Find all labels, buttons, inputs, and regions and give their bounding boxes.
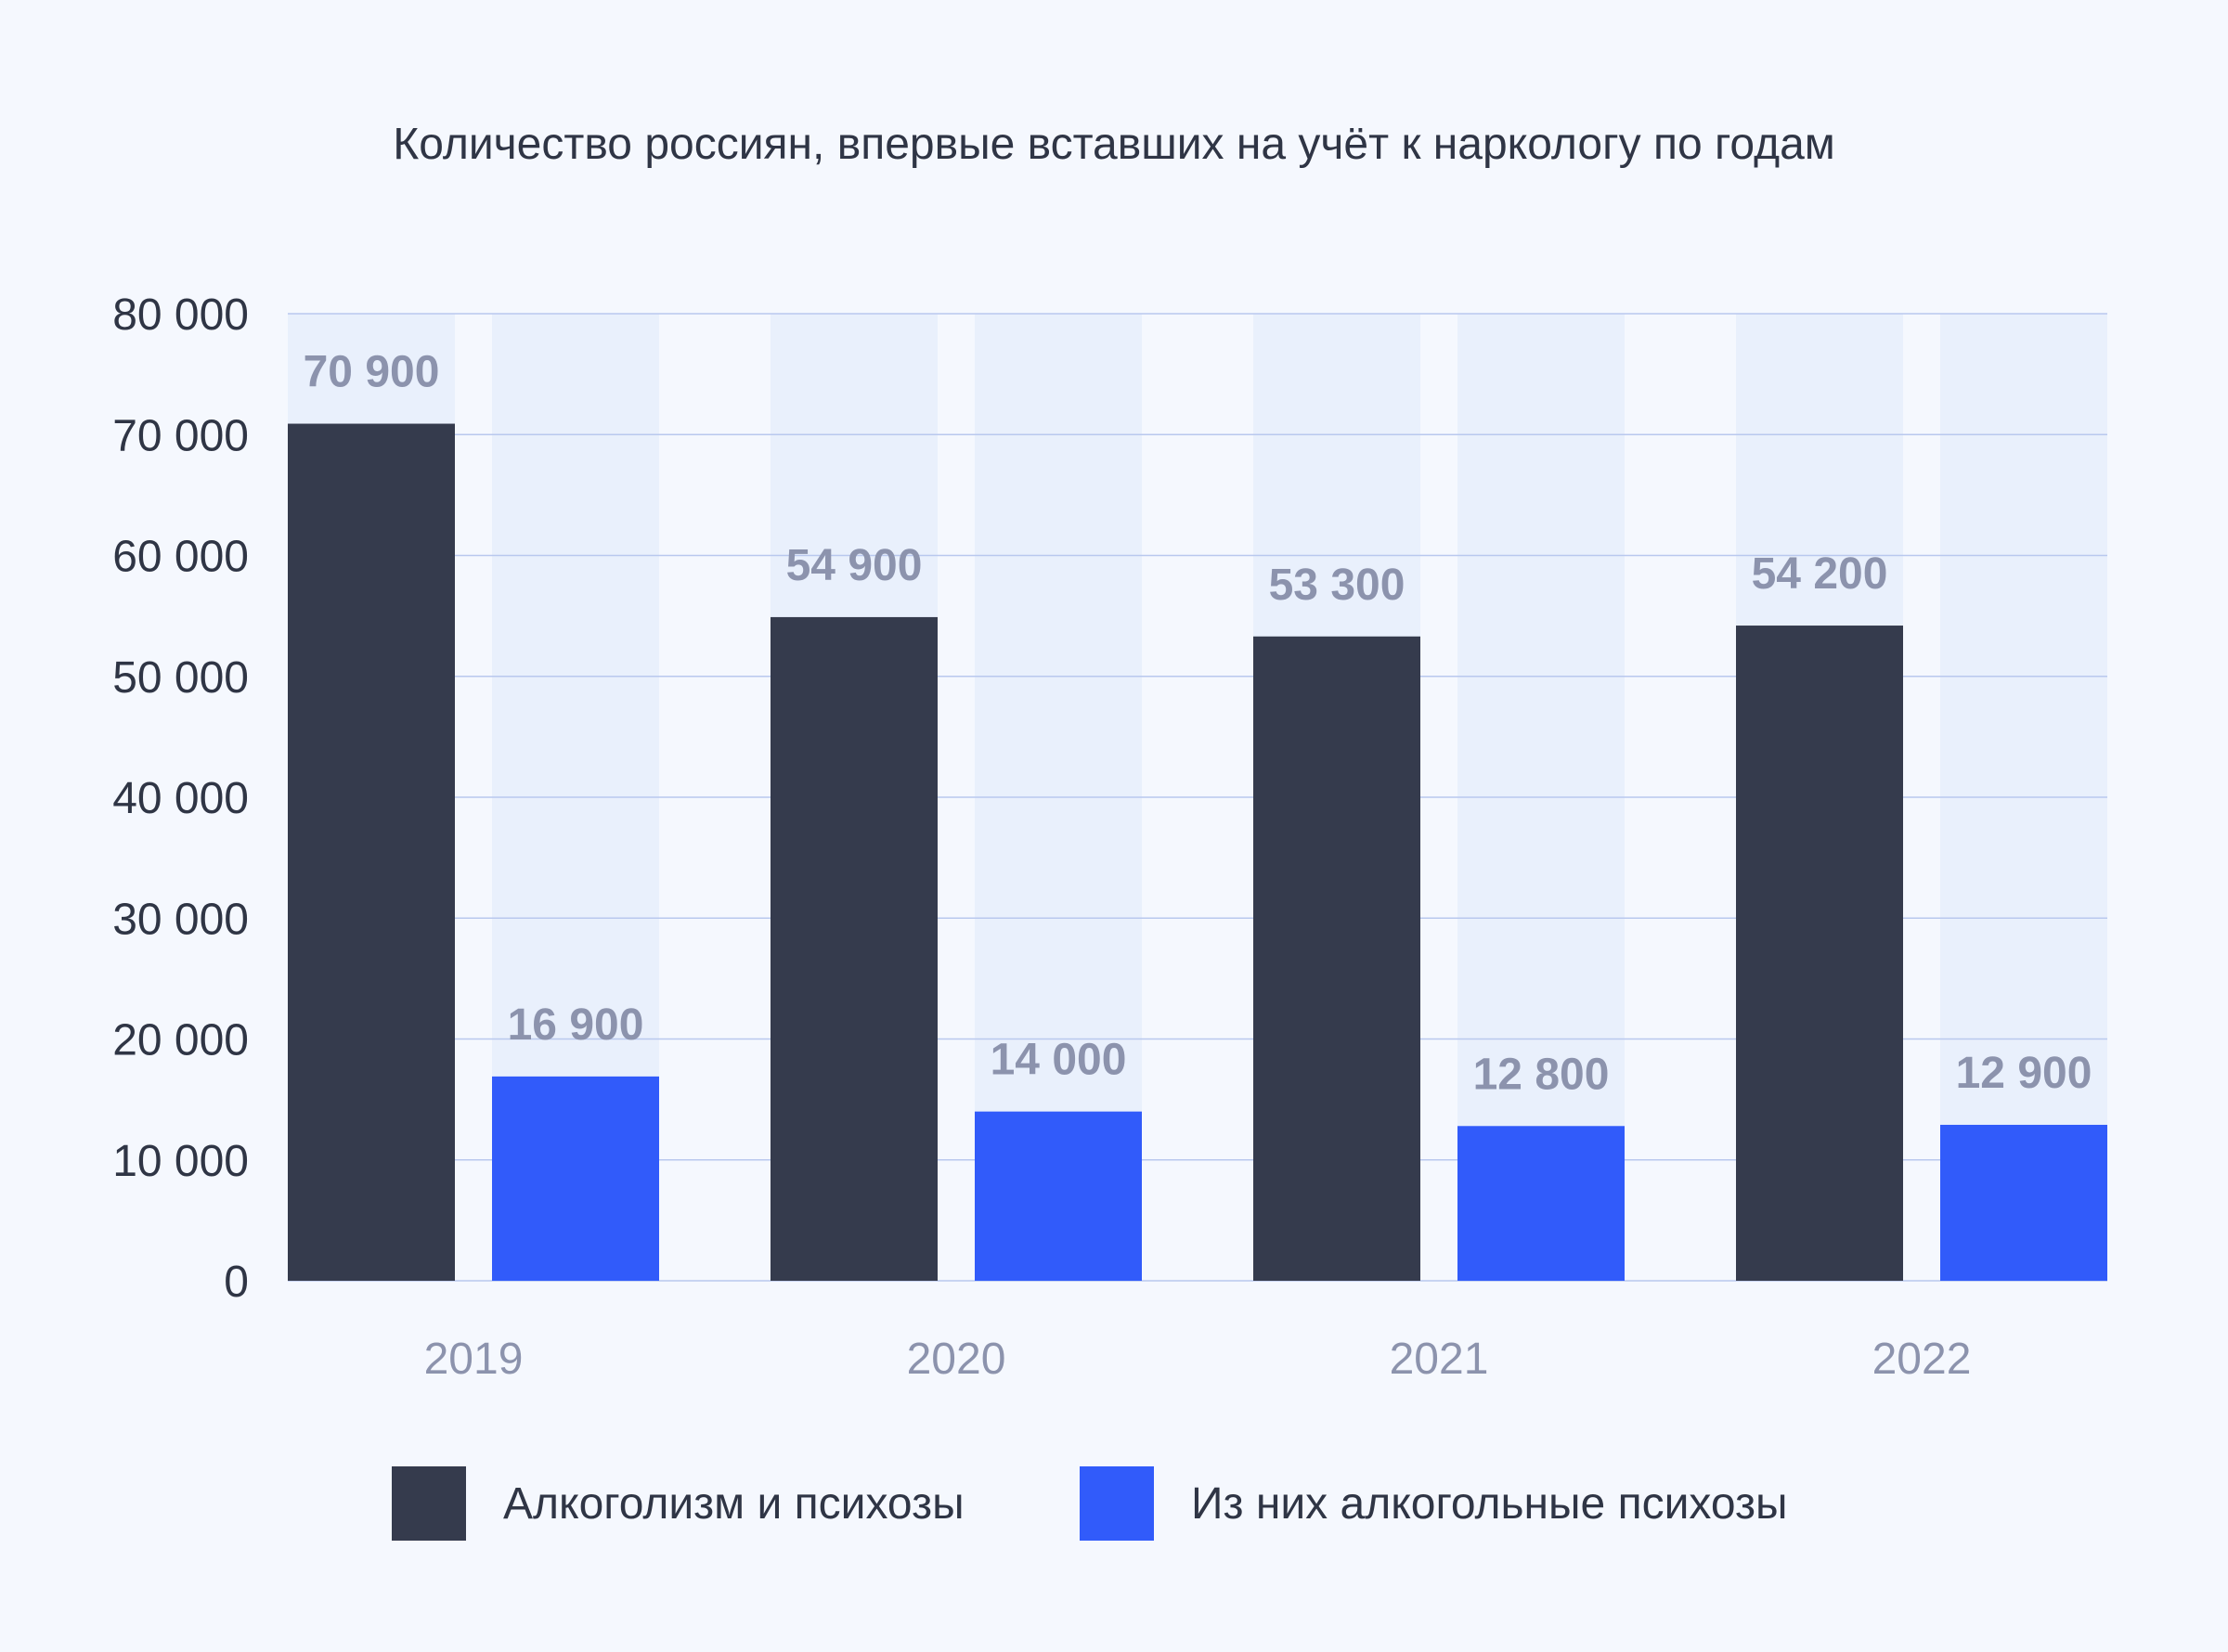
legend-swatch-series-2	[1080, 1466, 1154, 1541]
y-tick-label: 50 000	[112, 653, 249, 703]
bar-series-1	[288, 423, 455, 1282]
legend-item-series-1: Алкоголизм и психозы	[392, 1466, 965, 1541]
y-tick-label: 70 000	[112, 411, 249, 460]
data-label: 53 300	[1269, 561, 1405, 610]
bar-series-2	[1940, 1124, 2107, 1281]
y-tick-label: 0	[224, 1258, 249, 1307]
y-tick-label: 40 000	[112, 774, 249, 823]
legend: Алкоголизм и психозы Из них алкогольные …	[0, 1466, 2228, 1541]
legend-label-series-2: Из них алкогольные психозы	[1191, 1478, 1788, 1529]
chart-title: Количество россиян, впервые вставших на …	[393, 120, 1835, 169]
bar-series-2	[975, 1111, 1142, 1281]
y-tick-label: 80 000	[112, 290, 249, 340]
data-label: 12 800	[1473, 1050, 1610, 1099]
data-label: 16 900	[508, 1000, 644, 1050]
x-tick-label: 2019	[424, 1335, 524, 1384]
data-label: 70 900	[304, 348, 440, 397]
legend-label-series-1: Алкоголизм и психозы	[503, 1478, 965, 1529]
bar-series-2	[492, 1076, 659, 1281]
bar-series-1	[1736, 626, 1903, 1281]
x-tick-label: 2020	[907, 1335, 1006, 1384]
bar-series-1	[1253, 636, 1420, 1281]
data-label: 12 900	[1956, 1049, 2092, 1098]
data-label: 54 200	[1752, 549, 1888, 599]
data-label: 54 900	[786, 541, 923, 590]
y-tick-label: 10 000	[112, 1137, 249, 1186]
data-label: 14 000	[991, 1036, 1127, 1085]
y-tick-label: 60 000	[112, 533, 249, 582]
y-tick-label: 30 000	[112, 895, 249, 944]
y-tick-label: 20 000	[112, 1016, 249, 1065]
bar-series-1	[771, 616, 938, 1281]
legend-swatch-series-1	[392, 1466, 466, 1541]
x-tick-label: 2021	[1390, 1335, 1489, 1384]
bar-series-2	[1457, 1126, 1625, 1281]
legend-item-series-2: Из них алкогольные психозы	[1080, 1466, 1788, 1541]
x-tick-label: 2022	[1872, 1335, 1972, 1384]
